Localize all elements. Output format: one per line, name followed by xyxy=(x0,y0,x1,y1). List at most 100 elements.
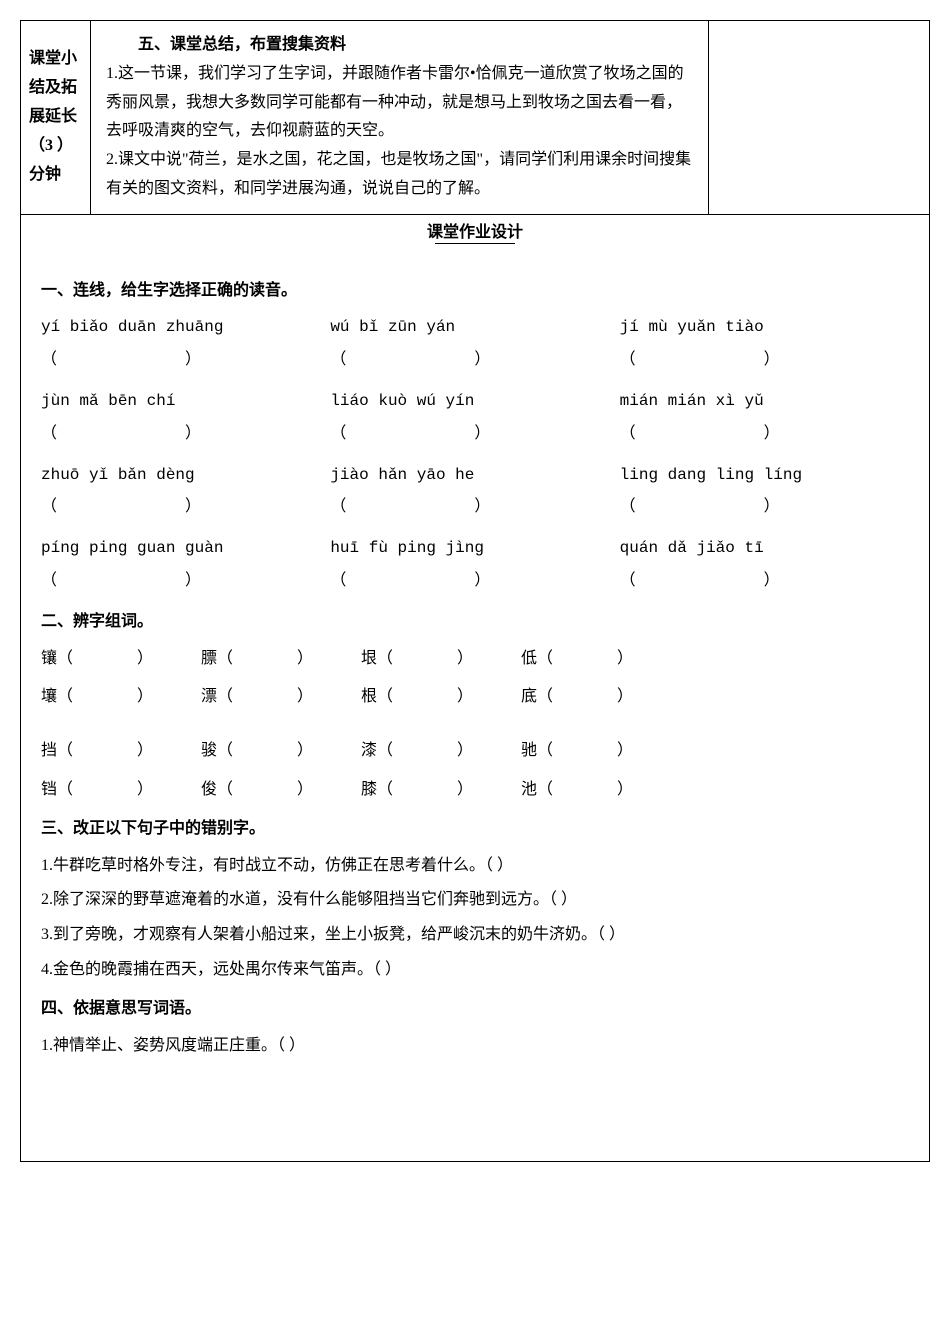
spacer xyxy=(41,1066,909,1146)
pinyin-item: quán dǎ jiǎo tī xyxy=(620,534,909,563)
section-title: 五、课堂总结，布置搜集资料 xyxy=(106,31,693,60)
pinyin-row: yí biǎo duān zhuāng wú bǐ zūn yán jí mù … xyxy=(41,313,909,342)
pinyin-item: huī fù ping jìng xyxy=(330,534,619,563)
word-item: 膝（ ） xyxy=(361,776,521,805)
close-paren: ） xyxy=(617,688,633,705)
pinyin-row: zhuō yǐ bǎn dèng jiào hǎn yāo he ling da… xyxy=(41,461,909,490)
exercise3-title: 三、改正以下句子中的错别字。 xyxy=(41,815,909,844)
pinyin-item: jí mù yuǎn tiào xyxy=(620,313,909,342)
word-item: 俊（ ） xyxy=(201,776,361,805)
left-label: 课堂小结及拓展延长（3 ）分钟 xyxy=(29,45,82,189)
word-char: 池（ xyxy=(521,781,553,798)
word-item: 挡（ ） xyxy=(41,737,201,766)
pinyin-item: mián mián xì yǔ xyxy=(620,387,909,416)
close-paren: ） xyxy=(457,650,473,667)
pinyin-item: yí biǎo duān zhuāng xyxy=(41,313,330,342)
pinyin-row: jùn mǎ bēn chí liáo kuò wú yín mián mián… xyxy=(41,387,909,416)
word-item: 根（ ） xyxy=(361,683,521,712)
paren-item: （ ） xyxy=(620,420,909,449)
right-empty-cell xyxy=(709,21,929,214)
close-paren: ） xyxy=(297,688,313,705)
sentence-item: 1.牛群吃草时格外专注，有时战立不动，仿佛正在思考着什么。（ ） xyxy=(41,852,909,881)
paragraph-2: 2.课文中说"荷兰，是水之国，花之国，也是牧场之国"，请同学们利用课余时间搜集有… xyxy=(106,146,693,204)
pinyin-item: ling dang ling líng xyxy=(620,461,909,490)
word-row: 挡（ ） 骏（ ） 漆（ ） 驰（ ） xyxy=(41,737,909,766)
close-paren: ） xyxy=(457,781,473,798)
word-char: 根（ xyxy=(361,688,393,705)
word-char: 漂（ xyxy=(201,688,233,705)
word-item: 壤（ ） xyxy=(41,683,201,712)
word-item: 垠（ ） xyxy=(361,645,521,674)
close-paren: ） xyxy=(297,650,313,667)
paragraph-1: 1.这一节课，我们学习了生字词，并跟随作者卡雷尔•恰佩克一道欣赏了牧场之国的秀丽… xyxy=(106,60,693,146)
paren-item: （ ） xyxy=(41,493,330,522)
word-char: 膝（ xyxy=(361,781,393,798)
paren-item: （ ） xyxy=(330,567,619,596)
close-paren: ） xyxy=(617,650,633,667)
exercise4-title: 四、依据意思写词语。 xyxy=(41,995,909,1024)
word-char: 漆（ xyxy=(361,742,393,759)
word-item: 膘（ ） xyxy=(201,645,361,674)
paren-item: （ ） xyxy=(330,493,619,522)
sentence-item: 1.神情举止、姿势风度端正庄重。（ ） xyxy=(41,1032,909,1061)
pinyin-item: liáo kuò wú yín xyxy=(330,387,619,416)
pinyin-item: jùn mǎ bēn chí xyxy=(41,387,330,416)
close-paren: ） xyxy=(457,688,473,705)
paren-row: （ ） （ ） （ ） xyxy=(41,346,909,375)
word-row: 壤（ ） 漂（ ） 根（ ） 底（ ） xyxy=(41,683,909,712)
paren-item: （ ） xyxy=(620,493,909,522)
word-char: 壤（ xyxy=(41,688,73,705)
top-section: 课堂小结及拓展延长（3 ）分钟 五、课堂总结，布置搜集资料 1.这一节课，我们学… xyxy=(21,21,929,215)
word-char: 膘（ xyxy=(201,650,233,667)
homework-header: 课堂作业设计 xyxy=(21,215,929,252)
pinyin-item: zhuō yǐ bǎn dèng xyxy=(41,461,330,490)
word-char: 挡（ xyxy=(41,742,73,759)
sentence-item: 3.到了旁晚，才观察有人架着小船过来，坐上小扳凳，给严峻沉末的奶牛济奶。（ ） xyxy=(41,921,909,950)
word-item: 底（ ） xyxy=(521,683,681,712)
close-paren: ） xyxy=(137,688,153,705)
close-paren: ） xyxy=(617,781,633,798)
word-char: 铛（ xyxy=(41,781,73,798)
word-char: 底（ xyxy=(521,688,553,705)
homework-body: 一、连线，给生字选择正确的读音。 yí biǎo duān zhuāng wú … xyxy=(21,252,929,1162)
close-paren: ） xyxy=(297,781,313,798)
middle-content: 五、课堂总结，布置搜集资料 1.这一节课，我们学习了生字词，并跟随作者卡雷尔•恰… xyxy=(91,21,709,214)
close-paren: ） xyxy=(297,742,313,759)
paren-row: （ ） （ ） （ ） xyxy=(41,567,909,596)
close-paren: ） xyxy=(137,650,153,667)
word-char: 镶（ xyxy=(41,650,73,667)
close-paren: ） xyxy=(617,742,633,759)
word-char: 低（ xyxy=(521,650,553,667)
exercise1-title: 一、连线，给生字选择正确的读音。 xyxy=(41,277,909,306)
paren-item: （ ） xyxy=(330,346,619,375)
word-char: 骏（ xyxy=(201,742,233,759)
pinyin-item: jiào hǎn yāo he xyxy=(330,461,619,490)
document-frame: 课堂小结及拓展延长（3 ）分钟 五、课堂总结，布置搜集资料 1.这一节课，我们学… xyxy=(20,20,930,1162)
close-paren: ） xyxy=(137,742,153,759)
paren-item: （ ） xyxy=(620,346,909,375)
close-paren: ） xyxy=(457,742,473,759)
paren-row: （ ） （ ） （ ） xyxy=(41,493,909,522)
paren-item: （ ） xyxy=(41,420,330,449)
sentence-item: 2.除了深深的野草遮淹着的水道，没有什么能够阻挡当它们奔驰到远方。（ ） xyxy=(41,886,909,915)
word-item: 漂（ ） xyxy=(201,683,361,712)
word-row: 铛（ ） 俊（ ） 膝（ ） 池（ ） xyxy=(41,776,909,805)
word-item: 漆（ ） xyxy=(361,737,521,766)
pinyin-row: píng ping guan guàn huī fù ping jìng quá… xyxy=(41,534,909,563)
paren-item: （ ） xyxy=(41,346,330,375)
word-item: 骏（ ） xyxy=(201,737,361,766)
paren-item: （ ） xyxy=(41,567,330,596)
exercise2-title: 二、辨字组词。 xyxy=(41,608,909,637)
left-label-cell: 课堂小结及拓展延长（3 ）分钟 xyxy=(21,21,91,214)
paren-row: （ ） （ ） （ ） xyxy=(41,420,909,449)
word-char: 驰（ xyxy=(521,742,553,759)
word-item: 池（ ） xyxy=(521,776,681,805)
word-char: 垠（ xyxy=(361,650,393,667)
word-char: 俊（ xyxy=(201,781,233,798)
word-item: 驰（ ） xyxy=(521,737,681,766)
pinyin-item: píng ping guan guàn xyxy=(41,534,330,563)
paren-item: （ ） xyxy=(620,567,909,596)
word-item: 低（ ） xyxy=(521,645,681,674)
paren-item: （ ） xyxy=(330,420,619,449)
word-item: 铛（ ） xyxy=(41,776,201,805)
